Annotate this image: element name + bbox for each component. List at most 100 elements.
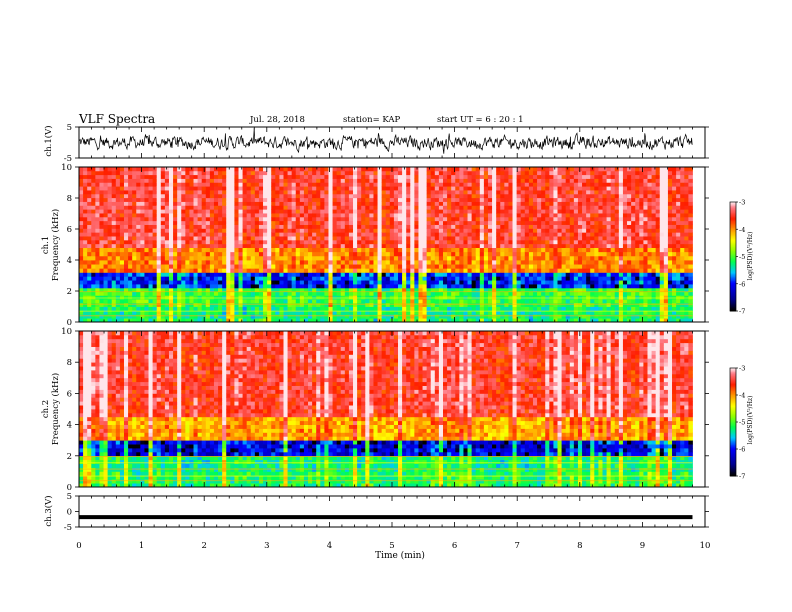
ch1-spectrogram-cell [95,236,100,241]
ch1-spectrogram-cell [328,216,333,222]
ch1-spectrogram-cell [83,209,88,214]
ch1-spectrogram-cell [447,287,452,293]
ch1-spectrogram-cell [291,190,297,195]
ch1-spectrogram-cell [279,228,284,233]
ch1-spectrogram-cell [385,224,391,229]
ch1-spectrogram-cell [508,170,513,176]
ch1-spectrogram-cell [438,224,444,229]
ch1-spectrogram-cell [156,284,162,289]
ch1-spectrogram-cell [455,295,460,300]
ch1-spectrogram-cell [234,268,239,273]
ch1-spectrogram-cell [173,287,178,293]
ch1-spectrogram-cell [209,167,215,172]
ch1-spectrogram-cell [160,236,166,241]
ch1-spectrogram-cell [451,280,456,285]
ch1-spectrogram-cell [246,236,252,241]
ch1-spectrogram-cell [201,280,207,285]
ch1-spectrogram-cell [103,193,109,199]
ch1-spectrogram-cell [254,197,260,202]
ch1-spectrogram-cell [107,314,113,319]
ch1-spectrogram-cell [287,284,293,289]
ch1-spectrogram-cell [234,306,239,311]
ch1-spectrogram-cell [140,174,145,179]
ch1-spectrogram-cell [136,178,141,183]
ch1-spectrogram-cell [271,291,276,296]
ch1-spectrogram-cell [123,291,129,296]
ch1-spectrogram-cell [173,197,178,202]
ch1-spectrogram-cell [332,314,338,319]
ch1-spectrogram-cell [258,314,264,319]
ch1-spectrogram-cell [287,213,293,218]
ch1-spectrogram-cell [553,205,558,210]
ch1-spectrogram-cell [361,224,366,229]
ch1-spectrogram-cell [373,232,378,237]
ch1-spectrogram-cell [91,255,96,261]
ch1-spectrogram-cell [312,247,317,253]
ch1-spectrogram-cell [193,167,199,172]
ch1-spectrogram-cell [434,276,440,281]
ch1-spectrogram-cell [271,167,276,172]
ch1-spectrogram-cell [160,306,166,311]
ch1-spectrogram-cell [312,186,317,191]
ch1-spectrogram-cell [569,220,575,225]
ch1-spectrogram-cell [83,284,88,289]
ch1-spectrogram-cell [348,284,354,289]
ch1-spectrogram-cell [389,197,395,202]
ch1-spectrogram-cell [140,314,145,319]
ch1-spectrogram-cell [385,170,391,176]
ch1-spectrogram-cell [471,186,477,191]
start-time-label: start UT = 6 : 20 : 1 [437,115,524,125]
ch1-spectrogram-cell [438,178,444,183]
ch1-spectrogram-cell [123,239,129,245]
ch1-spectrogram-cell [565,205,571,210]
ch1-spectrogram-cell [119,299,125,304]
ch1-spectrogram-cell [242,213,248,218]
ch1-spectrogram-cell [250,251,256,257]
ch1-spectrogram-cell [573,167,579,172]
ch1-spectrogram-cell [320,236,325,241]
ch1-spectrogram-cell [111,193,117,199]
ch1-spectrogram-cell [234,193,239,199]
ch1-spectrogram-cell [561,190,567,195]
ch1-spectrogram-cell [144,264,149,269]
ch1-spectrogram-cell [553,276,558,281]
ch1-spectrogram-cell [549,272,554,277]
ch1-spectrogram-cell [447,236,452,241]
ch1-spectrogram-cell [393,201,399,206]
ch1-spectrogram-cell [119,182,125,187]
ch1-spectrogram-cell [316,314,321,319]
ch1-spectrogram-cell [320,295,325,300]
ch1-spectrogram-cell [107,260,113,265]
ch1-spectrogram-cell [459,280,464,285]
ch1-spectrogram-cell [242,232,248,237]
ch1-spectrogram-cell [99,197,104,202]
ch1-spectrogram-cell [565,260,571,265]
ch1-spectrogram-cell [295,276,301,281]
ch1-spectrogram-cell [291,284,297,289]
ch1-spectrogram-cell [185,178,190,183]
ch1-spectrogram-cell [83,260,88,265]
ch1-spectrogram-cell [173,201,178,206]
ch1-spectrogram-cell [267,247,272,253]
ch1-spectrogram-cell [103,239,109,245]
ch1-spectrogram-cell [402,178,407,183]
ch1-spectrogram-cell [168,243,174,248]
ch1-spectrogram-cell [545,295,550,300]
ch1-spectrogram-cell [393,193,399,199]
ch1-spectrogram-cell [164,236,170,241]
ch1-spectrogram-cell [283,284,288,289]
ch1-spectrogram-cell [549,174,554,179]
ch1-spectrogram-cell [385,302,391,307]
ch1-spectrogram-cell [528,220,534,225]
ch1-spectrogram-cell [500,209,505,214]
ch1-spectrogram-cell [459,287,464,293]
ch1-spectrogram-cell [565,174,571,179]
ch1-spectrogram-cell [291,224,297,229]
ch1-spectrogram-cell [332,302,338,307]
ch1-spectrogram-cell [83,299,88,304]
ch1-spectrogram-cell [164,272,170,277]
ch1-spectrogram-cell [410,291,415,296]
ch1-spectrogram-cell [246,243,252,248]
ch1-spectrogram-cell [209,205,215,210]
ch1-spectrogram-cell [144,314,149,319]
